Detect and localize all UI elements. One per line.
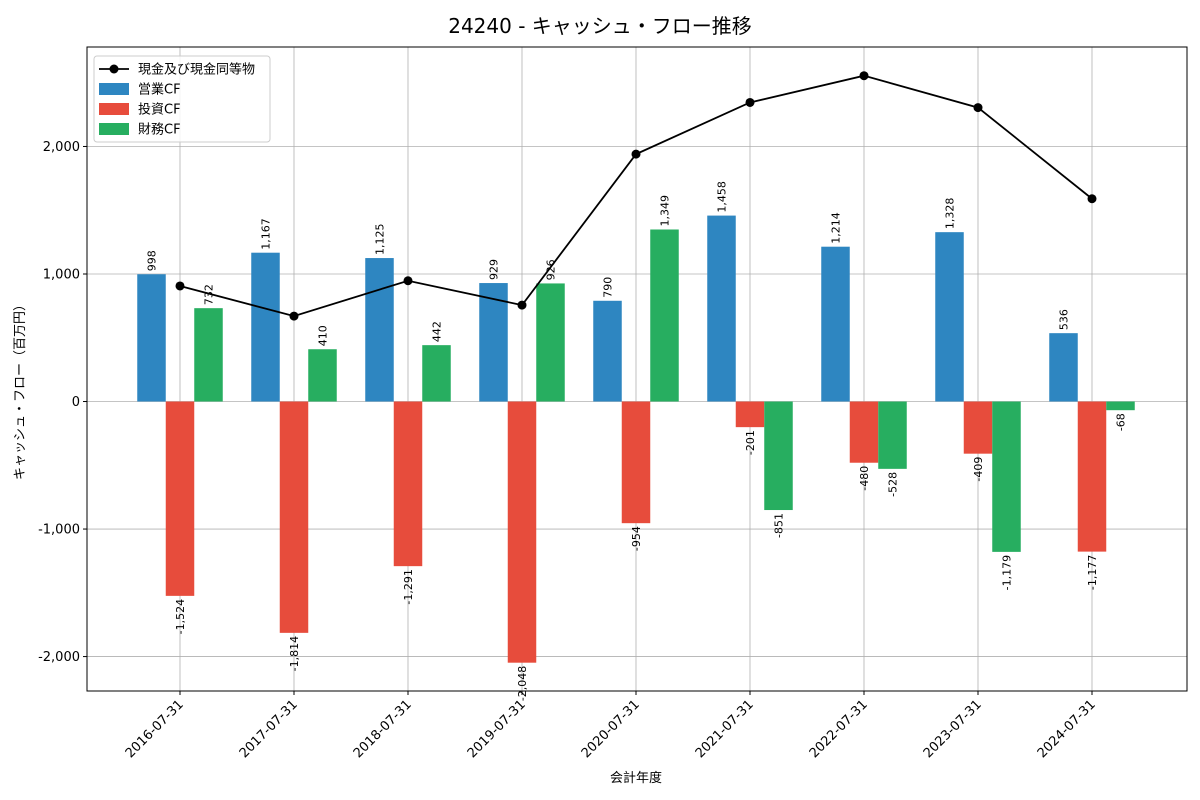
data-label: -1,177 [1086, 555, 1099, 590]
bar-投資CF [507, 401, 537, 663]
data-label: 1,349 [659, 195, 672, 227]
line-point [859, 71, 869, 81]
legend-entry: 営業CF [138, 82, 181, 98]
data-label: -201 [744, 430, 757, 455]
legend-box [93, 55, 271, 143]
legend-swatch [99, 123, 129, 135]
x-tick-label: 2016-07-31 [123, 697, 187, 761]
data-label: 536 [1058, 309, 1071, 330]
bar-営業CF [137, 274, 166, 402]
line-point [973, 103, 983, 113]
x-tick-label: 2018-07-31 [351, 697, 415, 761]
data-label: 732 [203, 284, 216, 305]
data-label: -2,048 [516, 666, 529, 701]
data-label: 790 [602, 277, 615, 298]
data-label: -851 [773, 513, 786, 538]
bar-営業CF [821, 246, 850, 402]
legend-entry: 財務CF [138, 123, 181, 138]
chart-title: 24240 - キャッシュ・フロー推移 [448, 14, 752, 38]
data-label: -954 [630, 526, 643, 551]
data-label: 410 [317, 325, 330, 346]
data-label: -68 [1115, 413, 1128, 431]
y-tick-label: -2,000 [38, 650, 80, 665]
x-tick-label: 2017-07-31 [237, 697, 301, 761]
x-tick-label: 2019-07-31 [465, 697, 529, 761]
data-label: -480 [858, 466, 871, 491]
bar-財務CF [992, 401, 1021, 552]
bar-営業CF [251, 252, 280, 402]
y-tick-label: 2,000 [43, 140, 80, 155]
bar-投資CF [621, 401, 651, 524]
bar-財務CF [308, 349, 337, 402]
bar-財務CF [536, 283, 565, 402]
legend-entry: 現金及び現金同等物 [138, 62, 255, 78]
bar-財務CF [764, 401, 793, 511]
data-label: -1,814 [288, 636, 301, 671]
line-group [175, 71, 1097, 321]
bar-営業CF [365, 258, 394, 402]
bar-営業CF [593, 300, 622, 402]
bar-財務CF [194, 308, 223, 402]
bar-財務CF [422, 345, 451, 402]
data-label: 926 [545, 259, 558, 280]
y-tick-label: 1,000 [43, 267, 80, 282]
data-label: 1,458 [716, 181, 729, 213]
legend-swatch [99, 83, 129, 95]
x-tick-label: 2021-07-31 [693, 697, 757, 761]
bar-営業CF [935, 232, 964, 402]
bar-営業CF [479, 283, 508, 402]
data-label: 442 [431, 321, 444, 342]
legend-swatch [99, 103, 129, 115]
line-point [289, 311, 299, 321]
data-label: -409 [972, 457, 985, 482]
line-point [403, 276, 413, 286]
x-axis-label: 会計年度 [610, 770, 662, 786]
x-tick-label: 2024-07-31 [1035, 697, 1099, 761]
data-label: 998 [146, 250, 159, 271]
y-axis-label: キャッシュ・フロー（百万円） [13, 298, 28, 480]
bar-財務CF [878, 401, 907, 469]
legend-point-marker [109, 64, 119, 74]
bar-営業CF [707, 215, 736, 402]
bar-投資CF [393, 401, 423, 567]
bar-財務CF [650, 229, 679, 402]
data-label: 1,125 [374, 224, 387, 256]
data-label: 929 [488, 259, 501, 280]
y-tick-label: 0 [72, 395, 80, 410]
x-tick-label: 2023-07-31 [921, 697, 985, 761]
bar-財務CF [1106, 401, 1135, 411]
bar-営業CF [1049, 333, 1078, 402]
plot-frame [86, 46, 1188, 692]
line-point [175, 281, 185, 291]
line-point [517, 300, 527, 310]
data-labels-group: 998 1,167 1,125 929 790 1,458 1,214 1,328 536 -1,… [146, 181, 1128, 701]
x-tick-label: 2022-07-31 [807, 697, 871, 761]
data-label: 1,214 [830, 212, 843, 244]
legend-entry: 投資CF [138, 102, 181, 118]
data-label: 1,167 [260, 218, 273, 250]
data-label: -528 [887, 472, 900, 497]
y-tick-label: -1,000 [38, 523, 80, 538]
data-label: -1,291 [402, 569, 415, 604]
line-point [745, 97, 755, 107]
data-label: -1,524 [174, 599, 187, 634]
data-label: -1,179 [1001, 555, 1014, 590]
x-tick-label: 2020-07-31 [579, 697, 643, 761]
bar-投資CF [279, 401, 309, 633]
bar-投資CF [849, 401, 879, 463]
bars-group [137, 215, 1135, 663]
line-point [631, 149, 641, 159]
bar-投資CF [165, 401, 195, 596]
line-point [1087, 194, 1097, 204]
bar-投資CF [1077, 401, 1107, 552]
bar-投資CF [735, 401, 765, 428]
data-label: 1,328 [944, 198, 957, 230]
bar-投資CF [963, 401, 993, 454]
